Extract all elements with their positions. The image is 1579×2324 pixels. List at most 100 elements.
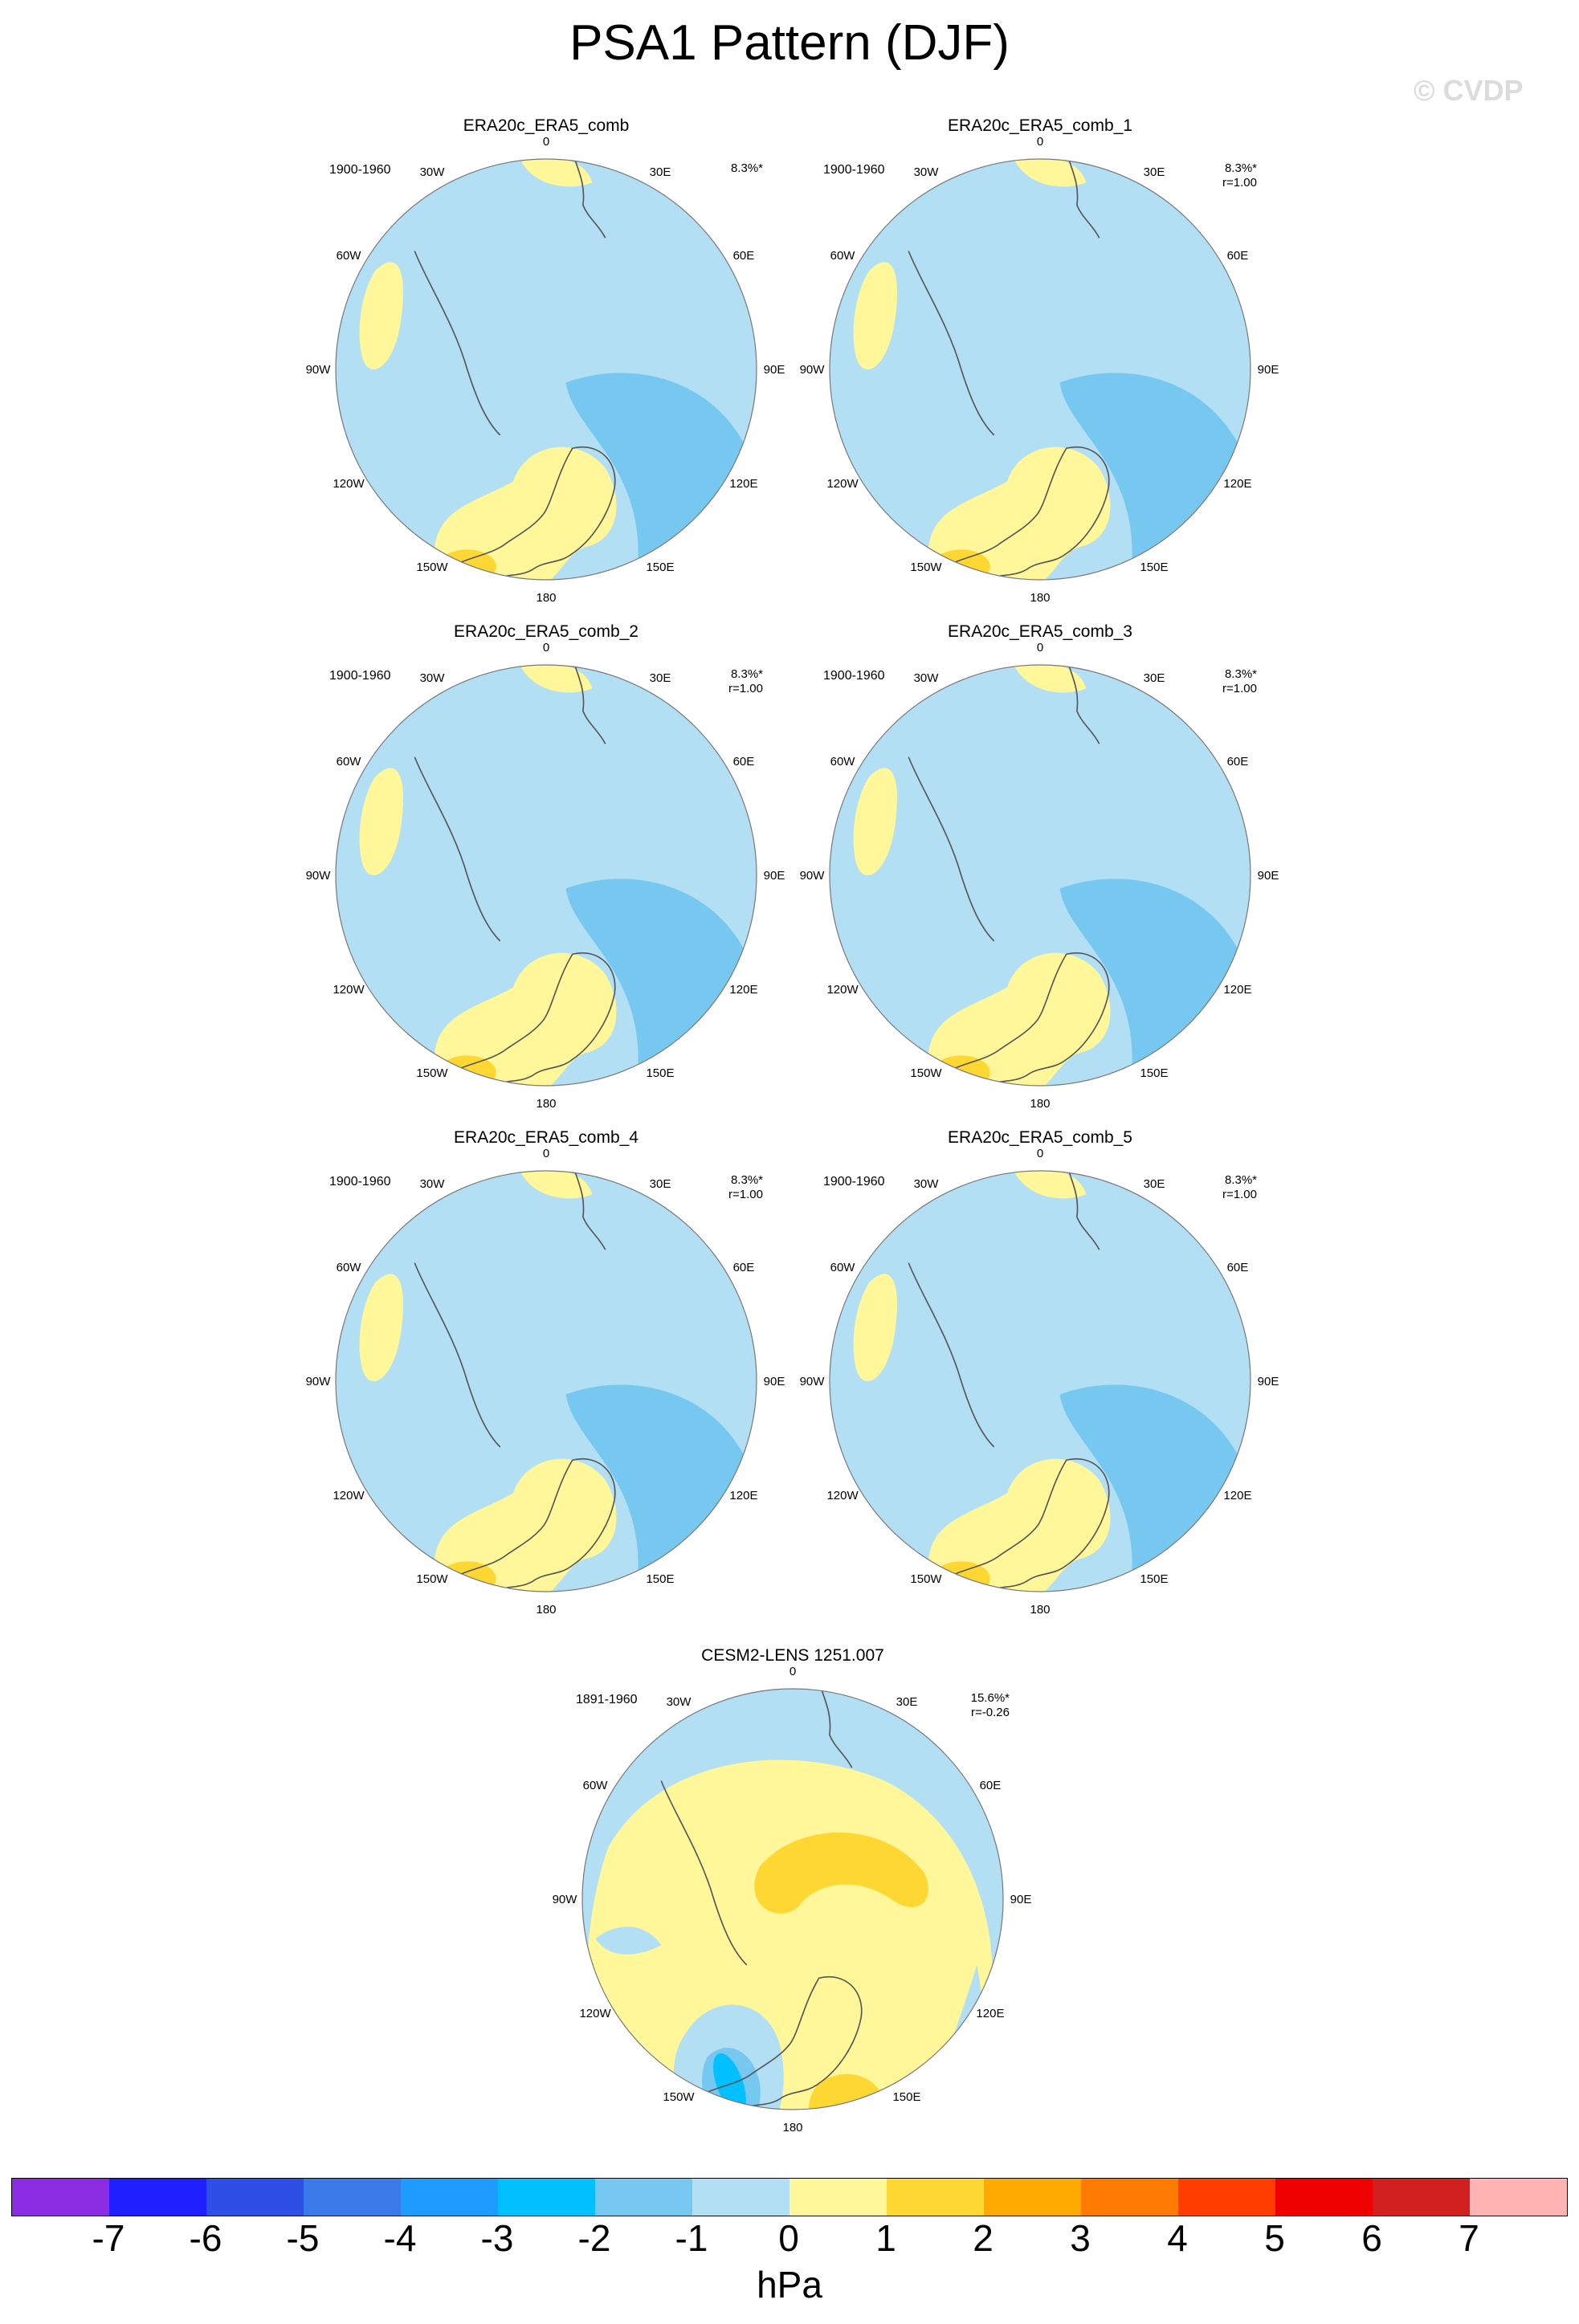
lon-label: 180 xyxy=(536,1603,556,1617)
variance-pct: 8.3%* xyxy=(1224,667,1257,681)
lon-label: 120W xyxy=(826,1489,859,1502)
lon-label: 120W xyxy=(579,2007,611,2020)
lon-label: 30E xyxy=(1144,671,1165,685)
colorbar-swatch xyxy=(1081,2179,1178,2216)
lon-label: 60E xyxy=(1227,755,1249,769)
lon-label: 90W xyxy=(306,1375,332,1388)
panel-variance: 15.6%* r=-0.26 xyxy=(929,1691,1010,1720)
lon-label: 150E xyxy=(1140,561,1168,574)
colorbar-tick-label: 1 xyxy=(875,2217,896,2259)
lon-label: 0 xyxy=(543,135,549,149)
lon-label: 120E xyxy=(729,983,757,997)
lon-label: 60W xyxy=(830,755,856,769)
colorbar-labels: -7 -6 -5 -4 -3 -2 -1 0 1 2 3 4 5 6 7 xyxy=(0,2216,1579,2265)
map-panel: ERA20c_ERA5_comb_2 1900-1960 8.3%* r=1.00 0 3… xyxy=(265,622,827,1120)
lon-label: 180 xyxy=(1030,591,1050,605)
watermark: © CVDP xyxy=(1414,74,1524,107)
colorbar-swatch xyxy=(692,2179,790,2216)
lon-label: 150E xyxy=(646,1572,674,1586)
colorbar-tick-label: 7 xyxy=(1459,2217,1479,2259)
variance-pct: 8.3%* xyxy=(730,667,763,681)
lon-label: 30W xyxy=(914,165,940,179)
colorbar-tick-label: -5 xyxy=(286,2217,320,2259)
panel-variance: 8.3%* xyxy=(683,161,763,176)
panel-variance: 8.3%* r=1.00 xyxy=(1177,161,1257,190)
map-panel: ERA20c_ERA5_comb_5 1900-1960 8.3%* r=1.00 0 3… xyxy=(759,1128,1321,1626)
lon-label: 0 xyxy=(790,1665,796,1678)
lon-label: 150E xyxy=(1140,1066,1168,1080)
colorbar-swatch xyxy=(1373,2179,1470,2216)
panel-title: ERA20c_ERA5_comb_3 xyxy=(948,622,1132,641)
pattern-correlation: r=1.00 xyxy=(1222,1188,1257,1201)
panel-variance: 8.3%* r=1.00 xyxy=(1177,1173,1257,1202)
panel-variance: 8.3%* r=1.00 xyxy=(683,667,763,696)
lon-label: 60W xyxy=(583,1779,609,1792)
lon-label: 120W xyxy=(333,477,365,491)
colorbar-swatch xyxy=(498,2179,595,2216)
lon-label: 60E xyxy=(733,1261,755,1274)
map-panel: ERA20c_ERA5_comb_1 1900-1960 8.3%* r=1.00 0 3… xyxy=(759,116,1321,614)
lon-label: 90E xyxy=(764,363,785,377)
variance-pct: 8.3%* xyxy=(1224,161,1257,175)
lon-label: 30E xyxy=(896,1695,918,1709)
lon-label: 60E xyxy=(733,755,755,769)
colorbar-tick-label: 2 xyxy=(973,2217,994,2259)
lon-label: 120E xyxy=(1223,477,1251,491)
lon-label: 60E xyxy=(1227,1261,1249,1274)
map-panel: ERA20c_ERA5_comb_4 1900-1960 8.3%* r=1.00 0 3… xyxy=(265,1128,827,1626)
pattern-correlation: r=-0.26 xyxy=(971,1706,1010,1719)
lon-label: 120W xyxy=(333,983,365,997)
panel-title: CESM2-LENS 1251.007 xyxy=(701,1646,884,1665)
lon-label: 30W xyxy=(420,165,446,179)
colorbar-tick-label: 0 xyxy=(778,2217,799,2259)
map-panel: ERA20c_ERA5_comb 1900-1960 8.3%* 0 30E 60E 90E… xyxy=(265,116,827,614)
lon-label: 150E xyxy=(892,2090,920,2104)
panel-period: 1900-1960 xyxy=(823,669,885,683)
colorbar-swatch xyxy=(206,2179,304,2216)
lon-label: 30W xyxy=(914,1177,940,1191)
lon-label: 90E xyxy=(1258,363,1279,377)
lon-label: 30E xyxy=(650,671,671,685)
colorbar-swatch xyxy=(401,2179,498,2216)
colorbar-tick-label: 5 xyxy=(1264,2217,1285,2259)
lon-label: 0 xyxy=(543,641,549,654)
colorbar-swatch xyxy=(984,2179,1081,2216)
lon-label: 90W xyxy=(306,869,332,883)
polar-map: 0 30E 60E 90E 120E 150E 180 150W 120W 90W 60W 30W xyxy=(800,641,1279,1111)
lon-label: 60E xyxy=(1227,249,1249,263)
lon-label: 60W xyxy=(337,249,362,263)
colorbar-swatch xyxy=(304,2179,401,2216)
colorbar-tick-label: -2 xyxy=(577,2217,611,2259)
lon-label: 0 xyxy=(1037,1147,1043,1160)
colorbar-tick-label: -6 xyxy=(189,2217,222,2259)
panel-period: 1900-1960 xyxy=(823,1175,885,1189)
panel-variance: 8.3%* r=1.00 xyxy=(1177,667,1257,696)
colorbar-swatch xyxy=(12,2179,109,2216)
panel-period: 1891-1960 xyxy=(576,1693,638,1706)
pattern-correlation: r=1.00 xyxy=(728,682,763,695)
map-panel: CESM2-LENS 1251.007 1891-1960 15.6%* r=-0.2… xyxy=(512,1646,1074,2144)
colorbar-swatch xyxy=(887,2179,984,2216)
lon-label: 120E xyxy=(729,1489,757,1502)
lon-label: 120W xyxy=(826,983,859,997)
colorbar-tick-label: 3 xyxy=(1070,2217,1091,2259)
lon-label: 60E xyxy=(733,249,755,263)
polar-map: 0 30E 60E 90E 120E 150E 180 150W 120W 90W 60W 30W xyxy=(306,641,785,1111)
colorbar-units: hPa xyxy=(757,2264,822,2306)
lon-label: 180 xyxy=(536,591,556,605)
figure-title: PSA1 Pattern (DJF) xyxy=(569,15,1010,71)
panel-variance: 8.3%* r=1.00 xyxy=(683,1173,763,1202)
lon-label: 30W xyxy=(420,671,446,685)
lon-label: 120E xyxy=(976,2007,1004,2020)
lon-label: 180 xyxy=(1030,1603,1050,1617)
pattern-correlation: r=1.00 xyxy=(1222,682,1257,695)
lon-label: 30E xyxy=(1144,165,1165,179)
lon-label: 60W xyxy=(337,1261,362,1274)
lon-label: 60E xyxy=(980,1779,1002,1792)
lon-label: 90W xyxy=(553,1893,578,1906)
lon-label: 90W xyxy=(800,869,826,883)
lon-label: 30E xyxy=(650,165,671,179)
lon-label: 90W xyxy=(800,1375,826,1388)
colorbar-tick-label: -4 xyxy=(383,2217,417,2259)
panel-title: ERA20c_ERA5_comb_5 xyxy=(948,1128,1132,1147)
